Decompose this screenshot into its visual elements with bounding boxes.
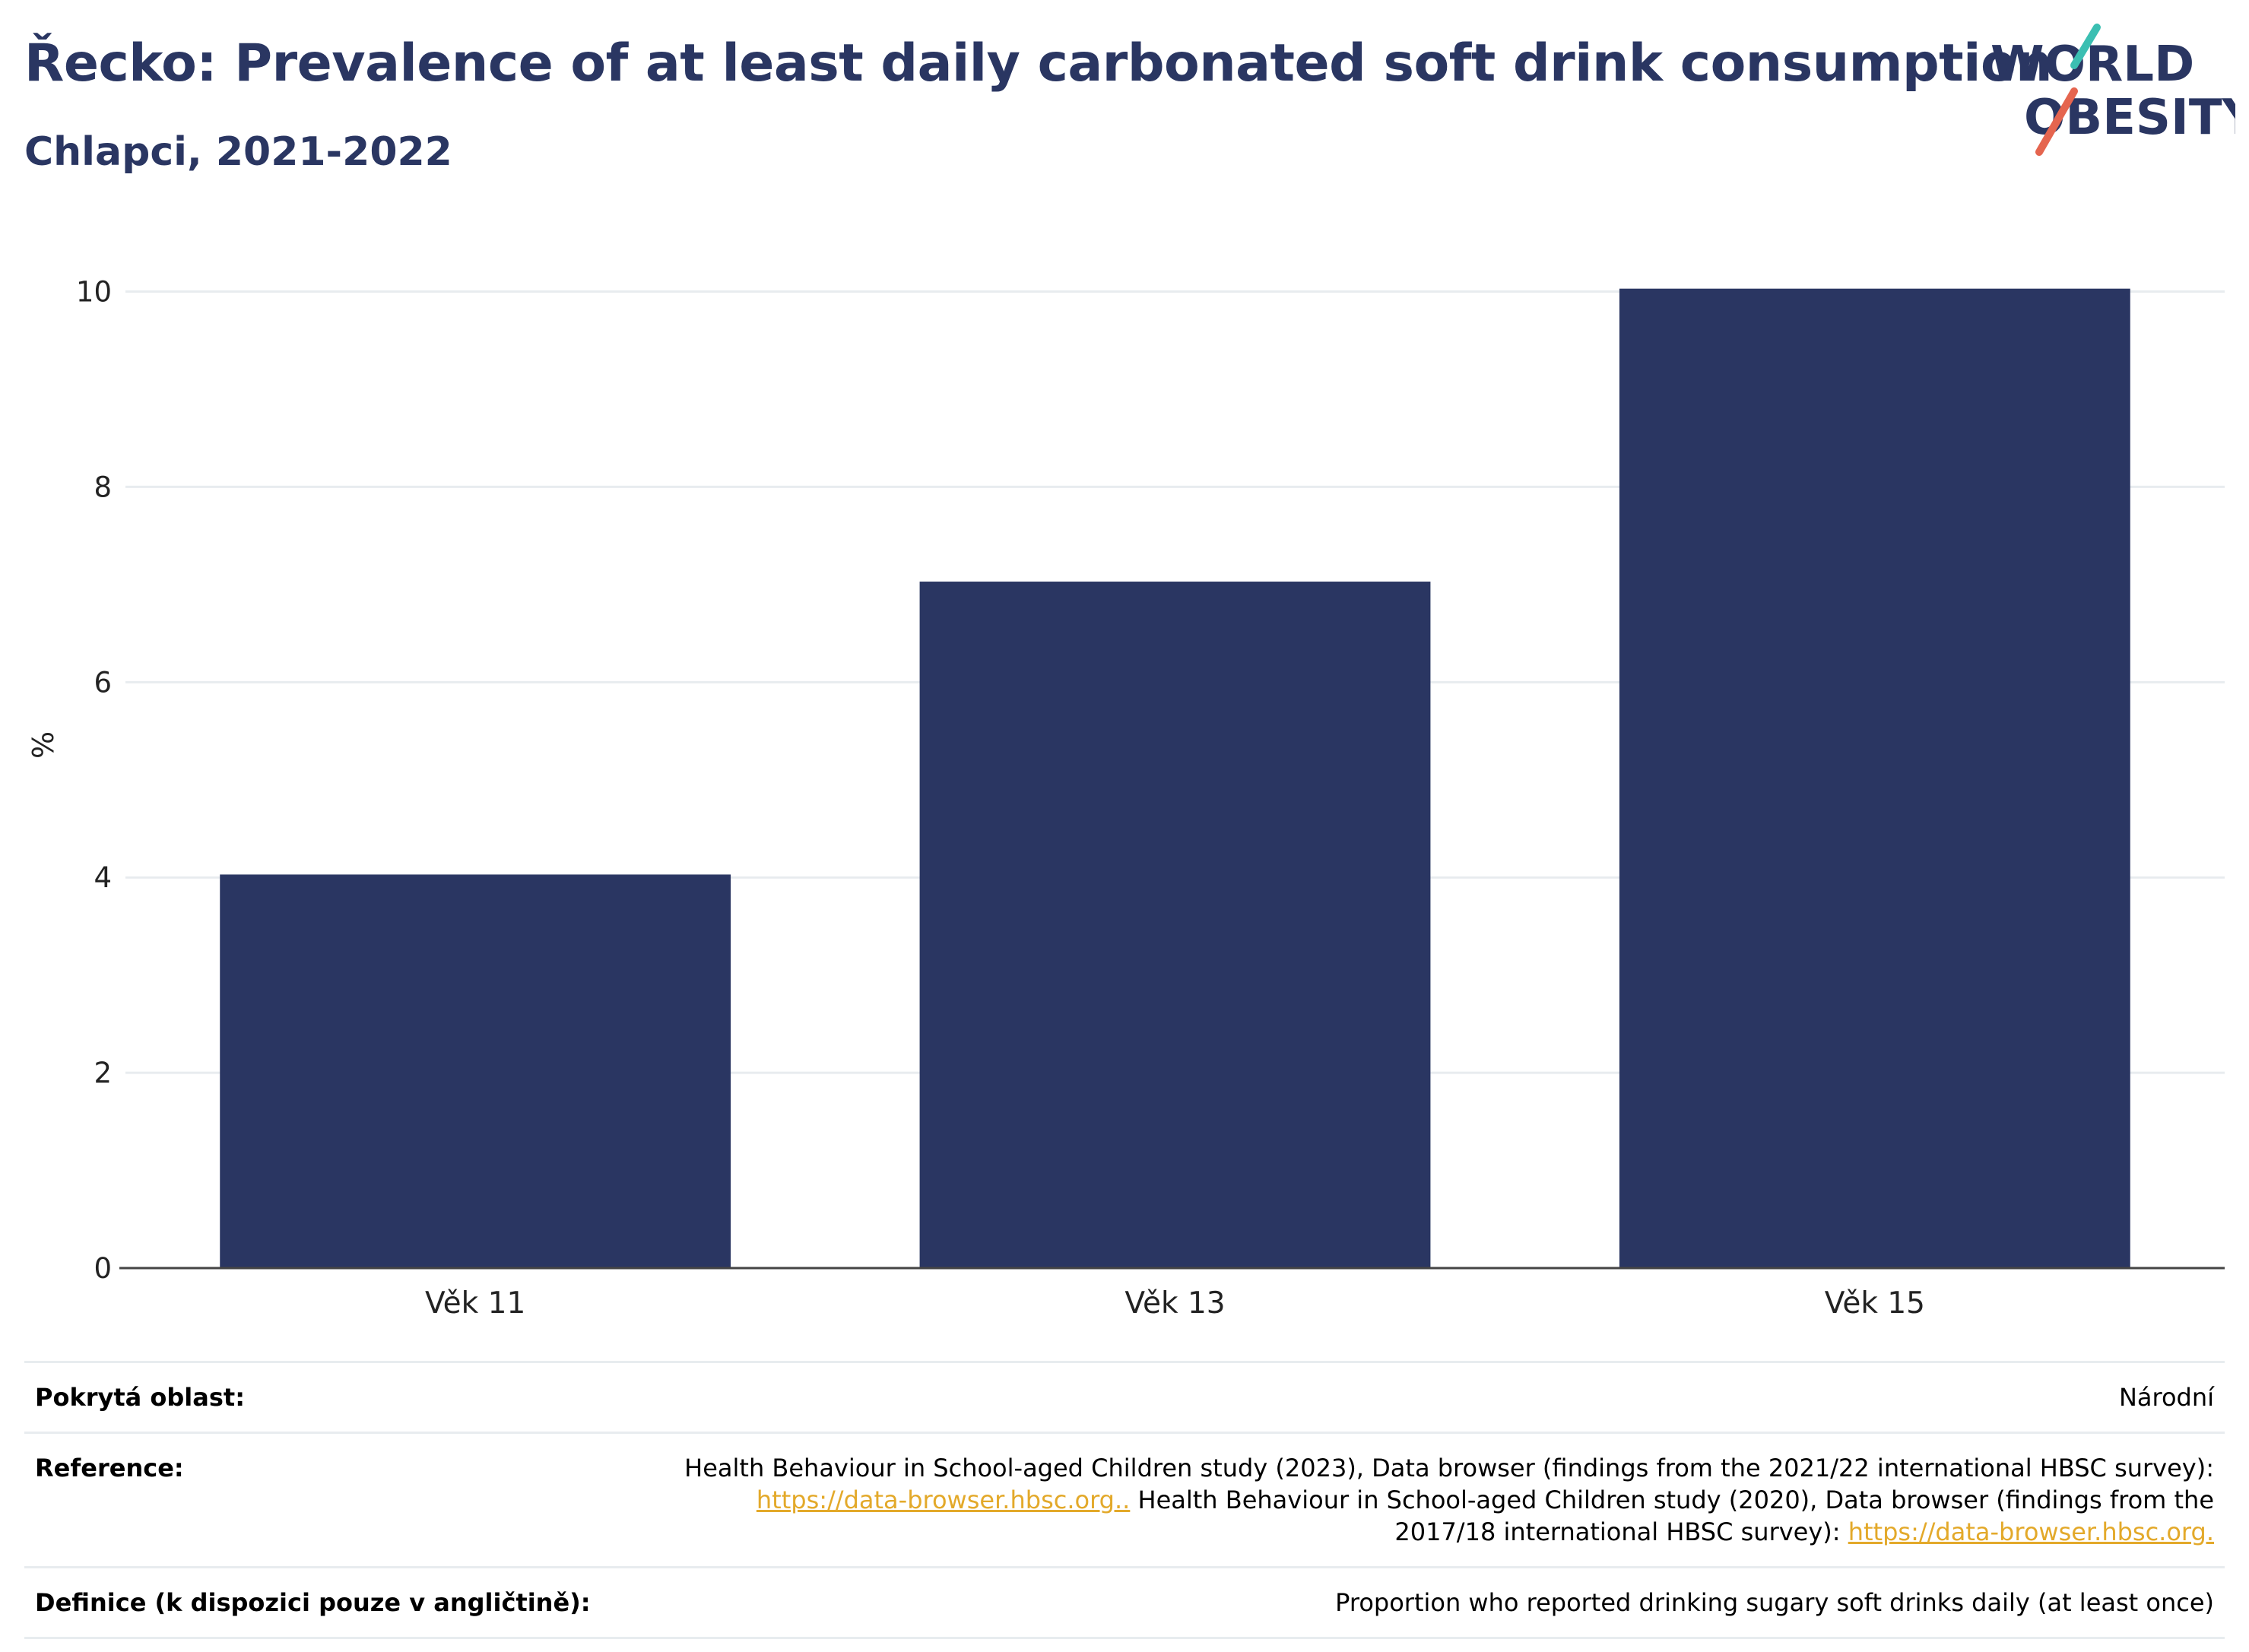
coverage-value: Národní (2118, 1383, 2214, 1412)
y-tick-label: 4 (94, 861, 112, 894)
info-table: Pokrytá oblast: Národní Reference: Healt… (24, 1361, 2225, 1639)
definition-value: Proportion who reported drinking sugary … (1335, 1588, 2214, 1617)
x-tick-label: Věk 13 (1124, 1286, 1225, 1321)
bar[interactable] (220, 874, 731, 1268)
bar[interactable] (1619, 288, 2130, 1269)
reference-link-1[interactable]: https://data-browser.hbsc.org.. (756, 1486, 1131, 1514)
axis-layer: 0 2 4 6 8 10 Věk 11 Věk 13 Věk 15 (76, 276, 2225, 1321)
reference-text-1: Health Behaviour in School-aged Children… (684, 1454, 2214, 1482)
definition-label: Definice (k dispozici pouze v angličtině… (35, 1588, 591, 1617)
info-row-reference: Reference: Health Behaviour in School-ag… (24, 1434, 2225, 1568)
logo-slash-red (2035, 87, 2078, 156)
coverage-label: Pokrytá oblast: (35, 1383, 245, 1412)
y-tick-label: 2 (94, 1057, 112, 1089)
logo-slash-teal (2070, 24, 2101, 69)
reference-link-2[interactable]: https://data-browser.hbsc.org. (1848, 1517, 2214, 1546)
world-obesity-logo: WORLD OBESITY (1990, 24, 2235, 156)
reference-value: Health Behaviour in School-aged Children… (655, 1452, 2214, 1548)
chart-subtitle: Chlapci, 2021-2022 (24, 129, 452, 175)
logo-line1: WORLD (1990, 36, 2194, 93)
reference-text-2: Health Behaviour in School-aged Children… (1130, 1486, 2215, 1546)
bar-chart: 0 2 4 6 8 10 Věk 11 Věk 13 Věk 15 % (27, 276, 2225, 1321)
y-tick-label: 8 (94, 471, 112, 503)
y-tick-label: 10 (76, 276, 112, 309)
y-axis-title: % (27, 731, 60, 759)
chart-title: Řecko: Prevalence of at least daily carb… (24, 33, 2053, 94)
x-tick-label: Věk 15 (1825, 1286, 1925, 1321)
info-row-definition: Definice (k dispozici pouze v angličtině… (24, 1568, 2225, 1639)
y-tick-label: 6 (94, 666, 112, 699)
bar-layer (220, 288, 2130, 1269)
bar[interactable] (919, 582, 1431, 1268)
info-row-coverage: Pokrytá oblast: Národní (24, 1363, 2225, 1434)
reference-label: Reference: (35, 1454, 184, 1482)
y-tick-label: 0 (94, 1252, 112, 1285)
x-tick-label: Věk 11 (425, 1286, 525, 1321)
